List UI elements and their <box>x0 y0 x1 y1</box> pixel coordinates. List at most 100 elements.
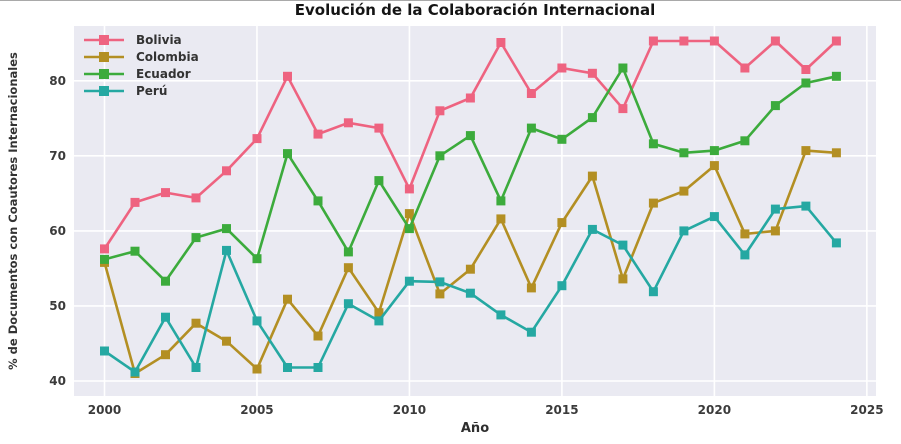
marker-bolivia-2023 <box>801 65 811 74</box>
marker-peru-2000 <box>100 346 109 356</box>
marker-bolivia-2020 <box>709 36 719 46</box>
marker-colombia-2007 <box>313 331 323 341</box>
legend-marker-icon <box>99 69 109 79</box>
y-tick-60: 60 <box>49 224 66 238</box>
legend-marker-icon <box>99 35 109 45</box>
marker-peru-2019 <box>679 226 689 236</box>
marker-ecuador-2013 <box>496 196 506 206</box>
marker-colombia-2008 <box>343 263 353 273</box>
legend-item-ecuador: Ecuador <box>84 67 191 81</box>
data-series <box>100 36 841 378</box>
marker-bolivia-2003 <box>191 193 201 203</box>
marker-ecuador-2022 <box>770 101 780 111</box>
legend-label: Bolivia <box>136 33 182 47</box>
marker-ecuador-2002 <box>161 276 170 286</box>
marker-ecuador-2014 <box>526 123 536 133</box>
marker-bolivia-2015 <box>557 63 567 73</box>
marker-colombia-2015 <box>557 218 567 228</box>
y-axis-label: % de Documentos con Coautores Internacio… <box>6 52 20 370</box>
x-tick-2015: 2015 <box>545 403 578 417</box>
marker-bolivia-2012 <box>465 93 475 103</box>
marker-ecuador-2005 <box>252 254 262 264</box>
marker-colombia-2005 <box>252 364 262 374</box>
marker-bolivia-2022 <box>770 36 780 46</box>
marker-colombia-2016 <box>587 171 597 181</box>
marker-peru-2021 <box>740 250 750 260</box>
marker-peru-2017 <box>618 240 628 250</box>
marker-colombia-2018 <box>648 198 658 208</box>
marker-bolivia-2011 <box>435 106 445 116</box>
marker-ecuador-2020 <box>709 146 719 156</box>
marker-colombia-2009 <box>374 308 384 318</box>
marker-bolivia-2005 <box>252 134 262 144</box>
marker-colombia-2006 <box>283 294 292 304</box>
marker-peru-2004 <box>222 245 231 255</box>
marker-colombia-2017 <box>618 274 628 284</box>
marker-ecuador-2019 <box>679 148 689 158</box>
marker-ecuador-2009 <box>374 176 384 186</box>
x-axis-label: Año <box>461 421 489 436</box>
y-tick-80: 80 <box>49 74 66 88</box>
marker-ecuador-2011 <box>435 151 445 161</box>
marker-peru-2023 <box>801 201 811 211</box>
marker-ecuador-2016 <box>587 113 597 123</box>
marker-ecuador-2003 <box>191 233 201 243</box>
x-tick-2000: 2000 <box>88 403 121 417</box>
marker-peru-2001 <box>130 367 140 377</box>
marker-peru-2006 <box>283 363 292 372</box>
marker-colombia-2021 <box>740 229 750 239</box>
marker-bolivia-2013 <box>496 38 506 47</box>
marker-bolivia-2000 <box>100 244 109 254</box>
y-tick-40: 40 <box>49 374 66 388</box>
marker-ecuador-2021 <box>740 136 750 146</box>
marker-ecuador-2017 <box>618 63 628 73</box>
marker-bolivia-2021 <box>740 63 750 73</box>
marker-ecuador-2023 <box>801 78 811 88</box>
marker-colombia-2012 <box>465 264 475 274</box>
marker-peru-2016 <box>587 224 597 234</box>
marker-colombia-2013 <box>496 214 506 224</box>
marker-peru-2018 <box>648 287 658 297</box>
marker-bolivia-2009 <box>374 123 384 133</box>
marker-ecuador-2004 <box>222 224 231 234</box>
marker-bolivia-2018 <box>648 36 658 46</box>
marker-ecuador-2000 <box>100 254 109 264</box>
marker-peru-2009 <box>374 316 384 326</box>
marker-bolivia-2019 <box>679 36 689 46</box>
marker-colombia-2002 <box>161 350 170 360</box>
marker-bolivia-2016 <box>587 68 597 78</box>
marker-colombia-2022 <box>770 226 780 236</box>
axis-ticks: 2000 2005 2010 2015 2020 2025 40 50 60 70 80 <box>49 74 883 417</box>
legend-item-peru: Perú <box>84 84 167 98</box>
marker-peru-2002 <box>161 312 170 322</box>
x-tick-2010: 2010 <box>393 403 426 417</box>
marker-peru-2013 <box>496 310 506 320</box>
marker-colombia-2024 <box>831 148 841 158</box>
marker-colombia-2011 <box>435 289 445 299</box>
marker-peru-2010 <box>404 276 414 286</box>
marker-bolivia-2008 <box>343 118 353 128</box>
marker-peru-2012 <box>465 288 475 298</box>
marker-colombia-2004 <box>222 336 231 346</box>
marker-ecuador-2001 <box>130 246 140 256</box>
y-tick-70: 70 <box>49 149 66 163</box>
marker-peru-2015 <box>557 281 567 291</box>
marker-peru-2011 <box>435 277 445 287</box>
x-tick-2025: 2025 <box>850 403 883 417</box>
marker-peru-2007 <box>313 363 323 372</box>
marker-bolivia-2010 <box>404 184 414 194</box>
legend: Bolivia Colombia Ecuador Perú <box>84 33 199 98</box>
legend-label: Perú <box>136 84 167 98</box>
marker-ecuador-2024 <box>831 71 841 81</box>
marker-bolivia-2006 <box>283 71 292 81</box>
y-tick-50: 50 <box>49 299 66 313</box>
legend-item-colombia: Colombia <box>84 50 199 64</box>
marker-peru-2022 <box>770 204 780 214</box>
marker-colombia-2020 <box>709 161 719 171</box>
marker-peru-2008 <box>343 299 353 309</box>
marker-peru-2003 <box>191 363 201 372</box>
marker-colombia-2003 <box>191 318 201 328</box>
marker-peru-2024 <box>831 238 841 248</box>
